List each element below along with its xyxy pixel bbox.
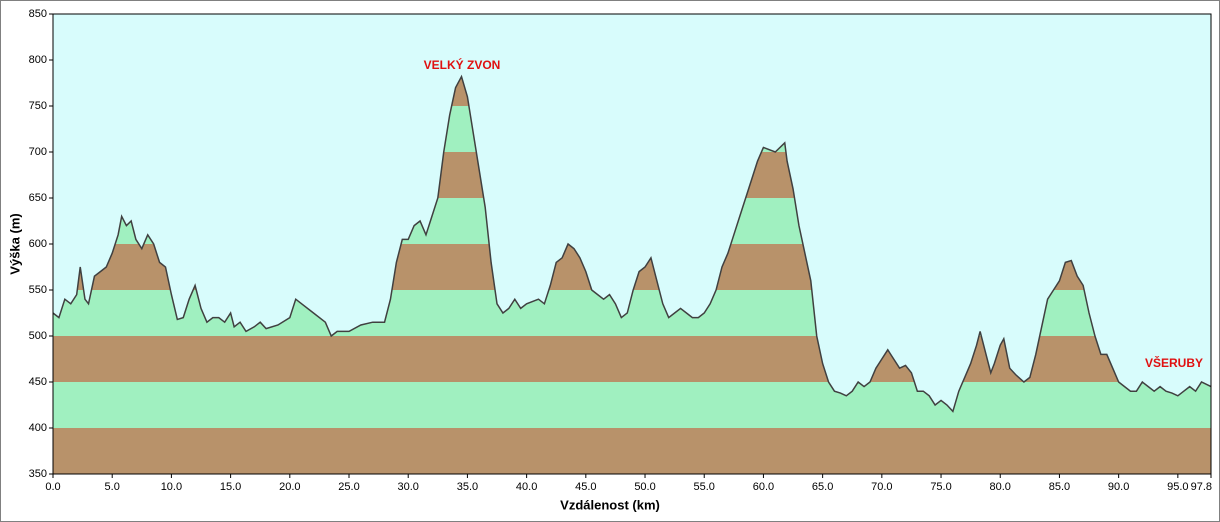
x-tick-label: 35.0 xyxy=(457,481,478,493)
x-tick-label: 5.0 xyxy=(105,481,120,493)
y-tick-label: 650 xyxy=(29,192,47,204)
y-axis-label: Výška (m) xyxy=(7,213,22,274)
y-tick-label: 850 xyxy=(29,8,47,20)
x-tick-label: 50.0 xyxy=(634,481,655,493)
peak-annotation: VELKÝ ZVON xyxy=(424,57,501,72)
x-tick-label: 70.0 xyxy=(871,481,892,493)
x-tick-label: 30.0 xyxy=(398,481,419,493)
elevation-band xyxy=(53,382,1211,428)
x-tick-label: 40.0 xyxy=(516,481,537,493)
x-tick-label: 90.0 xyxy=(1108,481,1129,493)
y-tick-label: 350 xyxy=(29,468,47,480)
x-tick-label: 75.0 xyxy=(930,481,951,493)
y-tick-label: 800 xyxy=(29,54,47,66)
y-tick-label: 550 xyxy=(29,284,47,296)
x-tick-label: 97.8 xyxy=(1191,481,1212,493)
y-tick-label: 600 xyxy=(29,238,47,250)
x-tick-label: 0.0 xyxy=(45,481,60,493)
x-tick-label: 25.0 xyxy=(338,481,359,493)
x-tick-label: 20.0 xyxy=(279,481,300,493)
x-tick-label: 55.0 xyxy=(694,481,715,493)
y-tick-label: 500 xyxy=(29,330,47,342)
x-tick-label: 80.0 xyxy=(990,481,1011,493)
y-tick-label: 750 xyxy=(29,100,47,112)
x-tick-label: 65.0 xyxy=(812,481,833,493)
x-tick-label: 95.0 xyxy=(1167,481,1188,493)
profile-line xyxy=(52,74,1212,413)
x-tick-label: 15.0 xyxy=(220,481,241,493)
x-tick-label: 85.0 xyxy=(1049,481,1070,493)
x-tick-label: 10.0 xyxy=(161,481,182,493)
elevation-band xyxy=(53,428,1211,474)
peak-annotation: VŠERUBY xyxy=(1145,355,1203,370)
x-tick-label: 60.0 xyxy=(753,481,774,493)
y-tick-label: 400 xyxy=(29,422,47,434)
x-tick-label: 45.0 xyxy=(575,481,596,493)
y-tick-label: 700 xyxy=(29,146,47,158)
y-tick-label: 450 xyxy=(29,376,47,388)
x-axis-label: Vzdálenost (km) xyxy=(560,497,660,512)
